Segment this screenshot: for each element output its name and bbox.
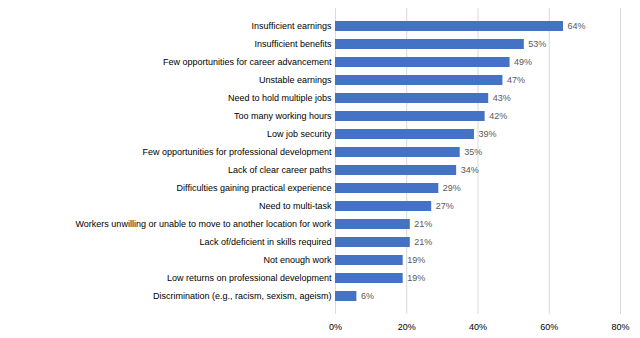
svg-text:6%: 6% bbox=[361, 291, 374, 301]
svg-text:40%: 40% bbox=[469, 322, 487, 332]
svg-text:Few opportunities for career a: Few opportunities for career advancement bbox=[163, 57, 332, 67]
svg-text:Few opportunities for professi: Few opportunities for professional devel… bbox=[142, 147, 332, 157]
svg-text:35%: 35% bbox=[464, 147, 482, 157]
svg-text:Lack of/deficient in skills re: Lack of/deficient in skills required bbox=[199, 237, 331, 247]
svg-text:Insufficient benefits: Insufficient benefits bbox=[255, 39, 332, 49]
svg-text:64%: 64% bbox=[568, 21, 586, 31]
svg-text:39%: 39% bbox=[478, 129, 496, 139]
svg-text:20%: 20% bbox=[398, 322, 416, 332]
svg-text:0%: 0% bbox=[329, 322, 342, 332]
svg-text:Difficulties gaining practical: Difficulties gaining practical experienc… bbox=[177, 183, 332, 193]
svg-text:80%: 80% bbox=[611, 322, 629, 332]
svg-text:Need to hold multiple jobs: Need to hold multiple jobs bbox=[228, 93, 332, 103]
svg-text:Discrimination (e.g., racism,: Discrimination (e.g., racism, sexism, ag… bbox=[153, 291, 332, 301]
svg-text:34%: 34% bbox=[461, 165, 479, 175]
svg-text:19%: 19% bbox=[407, 273, 425, 283]
svg-text:Workers unwilling or unable to: Workers unwilling or unable to move to a… bbox=[76, 219, 332, 229]
svg-text:47%: 47% bbox=[507, 75, 525, 85]
svg-text:Insufficient earnings: Insufficient earnings bbox=[252, 21, 332, 31]
svg-text:29%: 29% bbox=[443, 183, 461, 193]
svg-text:Unstable earnings: Unstable earnings bbox=[259, 75, 332, 85]
svg-text:21%: 21% bbox=[414, 219, 432, 229]
svg-text:21%: 21% bbox=[414, 237, 432, 247]
svg-text:Low job security: Low job security bbox=[267, 129, 332, 139]
svg-text:Not enough work: Not enough work bbox=[263, 255, 332, 265]
svg-text:Need to multi-task: Need to multi-task bbox=[259, 201, 332, 211]
svg-text:Low returns on professional de: Low returns on professional development bbox=[167, 273, 332, 283]
svg-text:43%: 43% bbox=[493, 93, 511, 103]
svg-text:19%: 19% bbox=[407, 255, 425, 265]
svg-text:42%: 42% bbox=[489, 111, 507, 121]
svg-text:53%: 53% bbox=[528, 39, 546, 49]
svg-text:27%: 27% bbox=[436, 201, 454, 211]
svg-text:Too many working hours: Too many working hours bbox=[234, 111, 332, 121]
svg-text:60%: 60% bbox=[540, 322, 558, 332]
svg-text:Lack of clear career paths: Lack of clear career paths bbox=[228, 165, 332, 175]
svg-text:49%: 49% bbox=[514, 57, 532, 67]
